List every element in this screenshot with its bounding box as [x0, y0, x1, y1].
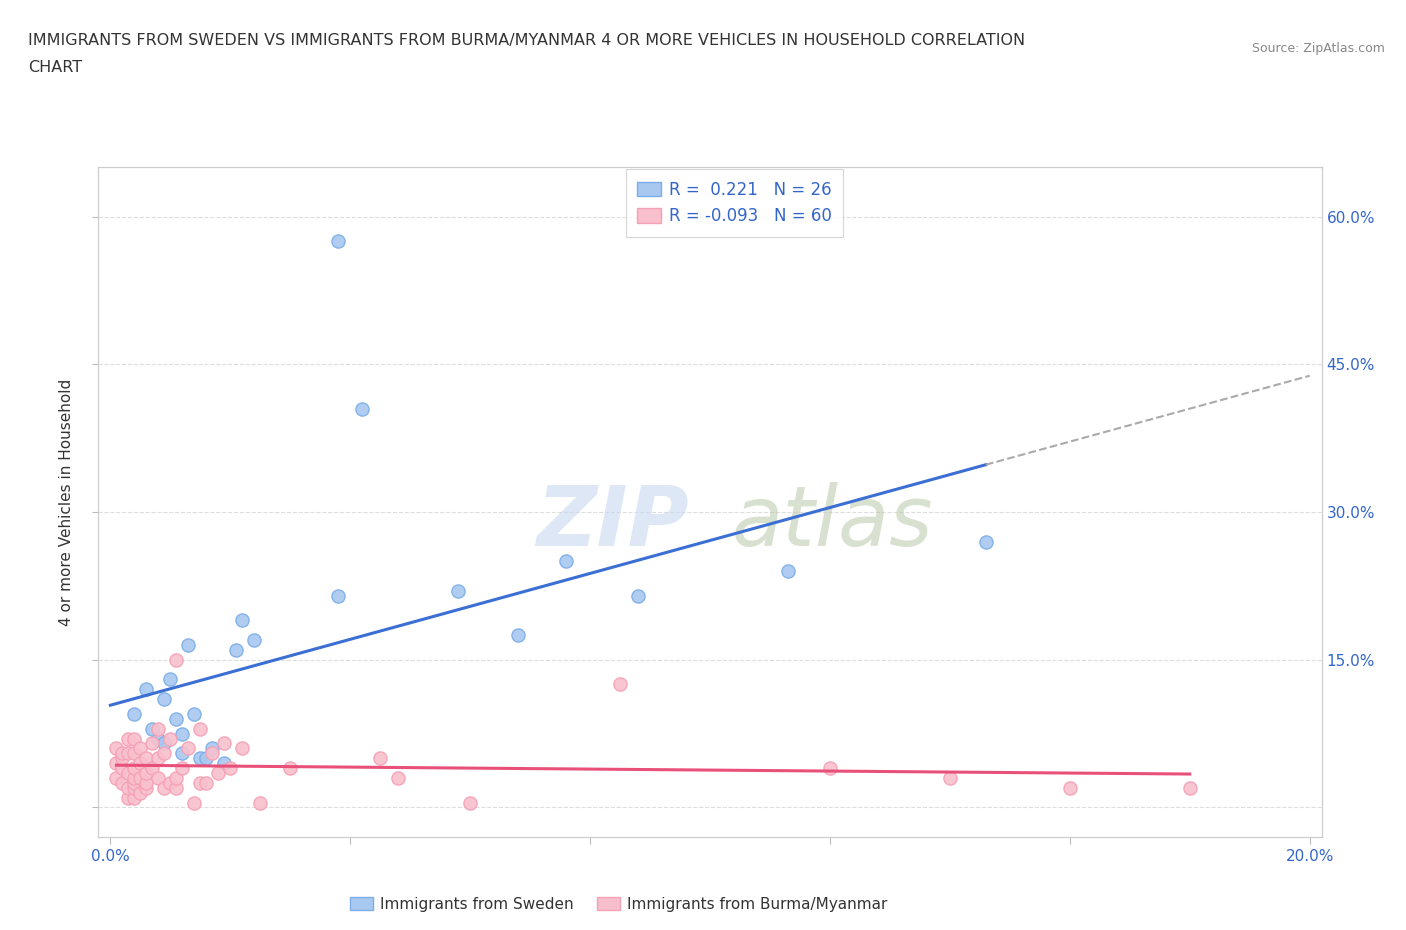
Point: [974, 534, 997, 549]
Point: [387, 770, 409, 785]
Point: [172, 726, 194, 741]
Point: [172, 746, 194, 761]
Point: [447, 583, 470, 598]
Point: [231, 741, 253, 756]
Point: [352, 401, 374, 416]
Point: [183, 707, 205, 722]
Point: [368, 751, 391, 765]
Point: [105, 756, 128, 771]
Point: [124, 776, 146, 790]
Point: [177, 638, 200, 653]
Point: [159, 731, 181, 746]
Point: [148, 751, 170, 765]
Point: [1178, 780, 1201, 795]
Text: IMMIGRANTS FROM SWEDEN VS IMMIGRANTS FROM BURMA/MYANMAR 4 OR MORE VEHICLES IN HO: IMMIGRANTS FROM SWEDEN VS IMMIGRANTS FRO…: [28, 33, 1025, 47]
Point: [214, 756, 236, 771]
Point: [328, 589, 350, 604]
Point: [124, 746, 146, 761]
Point: [153, 780, 176, 795]
Text: atlas: atlas: [731, 482, 934, 563]
Point: [609, 677, 631, 692]
Point: [135, 780, 157, 795]
Point: [148, 731, 170, 746]
Point: [172, 761, 194, 776]
Point: [135, 682, 157, 697]
Y-axis label: 4 or more Vehicles in Household: 4 or more Vehicles in Household: [59, 379, 75, 626]
Point: [117, 790, 139, 805]
Point: [111, 746, 134, 761]
Point: [117, 731, 139, 746]
Point: [153, 746, 176, 761]
Point: [111, 761, 134, 776]
Point: [219, 761, 242, 776]
Point: [117, 746, 139, 761]
Point: [141, 722, 163, 737]
Point: [818, 761, 841, 776]
Point: [135, 776, 157, 790]
Point: [188, 722, 211, 737]
Point: [214, 736, 236, 751]
Point: [225, 643, 247, 658]
Point: [207, 765, 229, 780]
Point: [249, 795, 271, 810]
Point: [117, 780, 139, 795]
Point: [165, 652, 187, 667]
Point: [231, 613, 253, 628]
Point: [129, 785, 152, 800]
Point: [148, 722, 170, 737]
Point: [159, 672, 181, 687]
Point: [141, 736, 163, 751]
Point: [124, 770, 146, 785]
Point: [201, 746, 224, 761]
Point: [129, 756, 152, 771]
Point: [129, 741, 152, 756]
Point: [776, 564, 799, 578]
Text: ZIP: ZIP: [536, 482, 689, 563]
Point: [111, 776, 134, 790]
Point: [124, 780, 146, 795]
Point: [117, 765, 139, 780]
Point: [148, 770, 170, 785]
Point: [124, 761, 146, 776]
Point: [165, 770, 187, 785]
Point: [555, 554, 578, 569]
Legend: Immigrants from Sweden, Immigrants from Burma/Myanmar: Immigrants from Sweden, Immigrants from …: [343, 890, 894, 918]
Point: [458, 795, 481, 810]
Point: [328, 233, 350, 248]
Point: [165, 780, 187, 795]
Point: [165, 711, 187, 726]
Point: [508, 628, 530, 643]
Point: [135, 751, 157, 765]
Text: Source: ZipAtlas.com: Source: ZipAtlas.com: [1251, 42, 1385, 55]
Point: [105, 741, 128, 756]
Point: [159, 776, 181, 790]
Point: [627, 589, 650, 604]
Point: [111, 751, 134, 765]
Point: [243, 632, 266, 647]
Point: [1059, 780, 1081, 795]
Point: [153, 692, 176, 707]
Point: [124, 790, 146, 805]
Point: [195, 776, 218, 790]
Point: [124, 707, 146, 722]
Point: [939, 770, 962, 785]
Point: [201, 741, 224, 756]
Point: [124, 731, 146, 746]
Point: [129, 770, 152, 785]
Point: [105, 770, 128, 785]
Point: [278, 761, 301, 776]
Point: [141, 761, 163, 776]
Point: [177, 741, 200, 756]
Point: [135, 765, 157, 780]
Point: [188, 776, 211, 790]
Point: [188, 751, 211, 765]
Legend: R =  0.221   N = 26, R = -0.093   N = 60: R = 0.221 N = 26, R = -0.093 N = 60: [626, 169, 844, 237]
Point: [183, 795, 205, 810]
Text: CHART: CHART: [28, 60, 82, 75]
Point: [195, 751, 218, 765]
Point: [153, 736, 176, 751]
